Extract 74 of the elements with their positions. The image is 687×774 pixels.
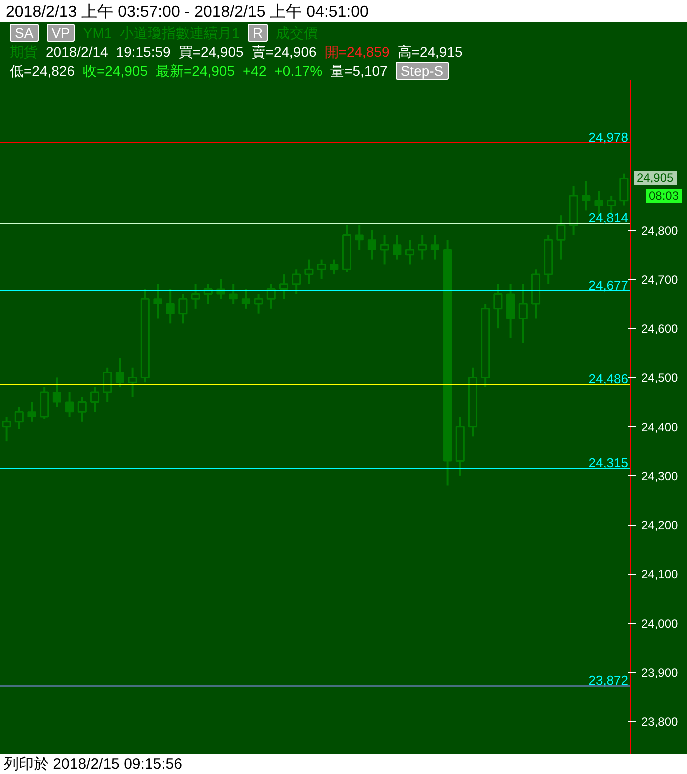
candlestick [317, 258, 326, 280]
price-tag: 24,905 [634, 171, 677, 186]
candlestick [103, 366, 112, 404]
candlestick [405, 239, 415, 266]
candlestick [494, 283, 503, 330]
candlestick [28, 401, 36, 423]
text: VP [46, 24, 76, 42]
text: 期貨 [10, 44, 38, 60]
candlestick [191, 283, 200, 310]
y-tick-label: 24,500 [642, 371, 679, 386]
text: 買=24,905 [178, 44, 244, 60]
candlestick [304, 258, 314, 286]
y-tick-label: 24,300 [642, 469, 679, 484]
y-tick-label: 24,100 [642, 568, 679, 582]
ref-line-label: 24,315 [588, 456, 629, 471]
text: 最新=24,905 [156, 63, 235, 79]
text: SA [10, 24, 39, 42]
candlestick [154, 283, 162, 320]
text: 列印於 2018/2/15 09:15:56 [3, 755, 184, 774]
candlestick [279, 274, 289, 300]
candlestick [292, 268, 302, 296]
text: R [248, 24, 268, 42]
ref-line-label: 24,677 [588, 278, 629, 293]
candlestick [66, 391, 74, 418]
text: 收=24,905 [83, 63, 148, 79]
candlestick [178, 293, 188, 325]
candlestick [430, 234, 440, 261]
candlestick [556, 214, 566, 261]
text: 高=24,915 [398, 44, 463, 60]
candlestick [166, 288, 175, 325]
y-tick-label: 24,600 [642, 322, 679, 336]
candlestick [330, 258, 339, 276]
text: +0.17% [274, 63, 323, 79]
y-tick-label: 24,800 [642, 224, 679, 238]
ref-line-label: 24,814 [588, 210, 629, 226]
y-tick-label: 24,200 [642, 518, 679, 533]
text: 量=5,107 [330, 63, 388, 79]
candlestick [90, 386, 100, 414]
ref-line-label: 23,872 [588, 673, 629, 688]
candlestick [266, 283, 276, 310]
text: 2018/2/14 [46, 44, 108, 60]
text: 開=24,859 [324, 44, 390, 60]
time-tag: 08:03 [646, 189, 682, 204]
candlestick [418, 234, 428, 261]
y-tick-label: 24,000 [642, 616, 679, 631]
y-tick-label: 23,800 [642, 715, 679, 730]
candlestick [393, 234, 402, 261]
y-tick-label: 23,900 [642, 666, 679, 680]
candlestick [368, 229, 376, 261]
text: 賣=24,906 [252, 44, 317, 60]
candlestick [229, 283, 238, 306]
ref-line-label: 24,486 [588, 372, 629, 387]
candlestick [52, 376, 62, 408]
text: 成交價 [276, 25, 318, 41]
text: +42 [243, 63, 267, 79]
title: 2018/2/13 上午 03:57:00 - 2018/2/15 上午 04:51:00 [5, 2, 370, 23]
y-tick-label: 24,400 [642, 420, 679, 434]
text: YM1 [83, 25, 112, 41]
text: 小道瓊指數連續月1 [120, 25, 240, 41]
text: 低=24,826 [10, 63, 75, 79]
candlestick [78, 396, 87, 423]
candlestick [242, 288, 250, 310]
candlestick [254, 293, 264, 315]
candlestick [355, 224, 364, 251]
candlestick [128, 366, 138, 398]
candlestick [116, 357, 124, 389]
y-tick-label: 24,700 [642, 272, 679, 287]
candlestick [582, 180, 591, 212]
ref-line-label: 24,978 [588, 130, 629, 145]
candlestick [518, 283, 528, 344]
text: Step-S [396, 62, 449, 80]
candlestick [380, 234, 390, 266]
candlestick [14, 406, 24, 430]
text: 19:15:59 [116, 44, 171, 60]
